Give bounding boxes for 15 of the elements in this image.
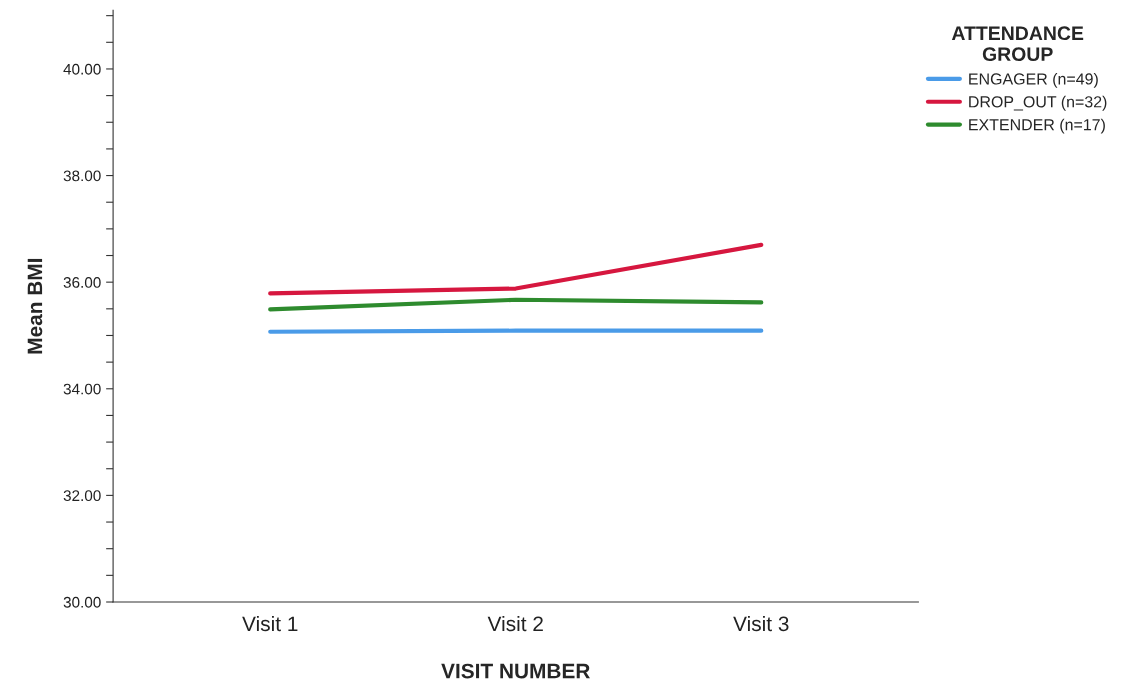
x-tick-label: Visit 3 bbox=[733, 615, 789, 632]
y-tick-label: 36.00 bbox=[63, 277, 101, 288]
y-tick-label: 30.00 bbox=[63, 596, 101, 608]
y-tick-label: 40.00 bbox=[63, 63, 101, 75]
x-tick-label: Visit 2 bbox=[487, 615, 543, 632]
legend-label: EXTENDER (n=17) bbox=[969, 118, 1105, 134]
x-tick-label: Visit 1 bbox=[242, 615, 298, 632]
y-tick-label: 38.00 bbox=[63, 170, 101, 182]
y-axis-title: Mean BMI bbox=[27, 258, 43, 354]
legend-label: DROP_OUT (n=32) bbox=[969, 95, 1107, 111]
legend-label: ENGAGER (n=49) bbox=[969, 72, 1098, 88]
legend-title: ATTENDANCE GROUP bbox=[951, 26, 1084, 62]
x-axis-title: VISIT NUMBER bbox=[441, 663, 590, 679]
y-tick-label: 34.00 bbox=[63, 383, 101, 395]
y-tick-label: 32.00 bbox=[63, 490, 101, 502]
